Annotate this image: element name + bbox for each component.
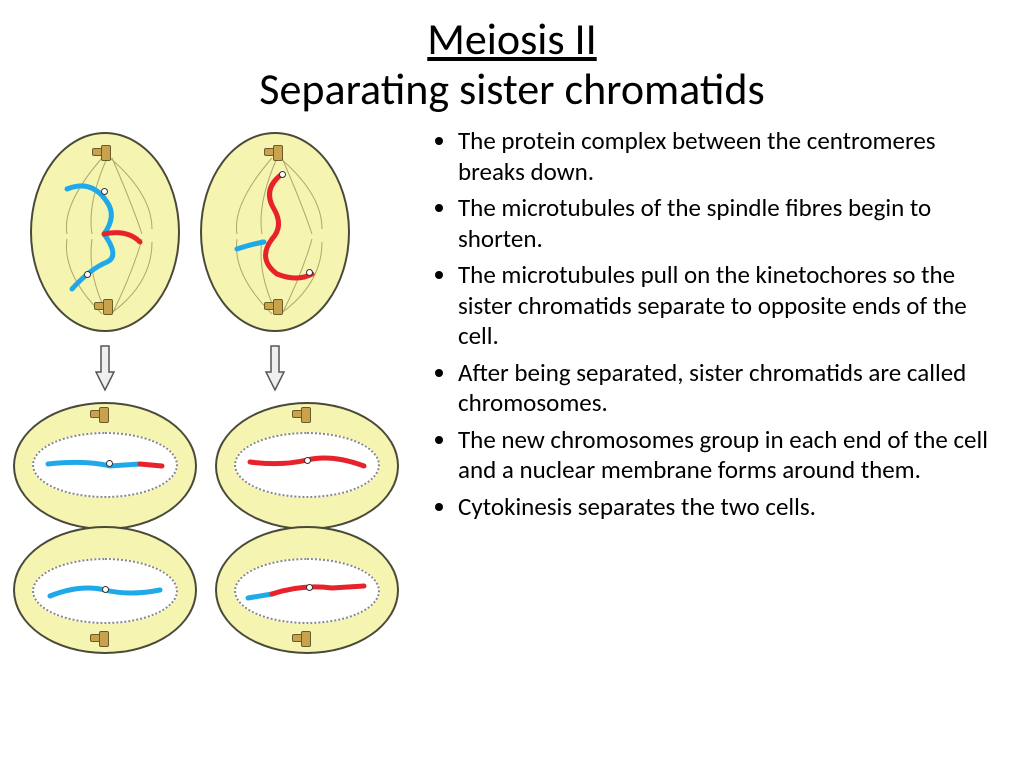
kinetochore-icon bbox=[101, 188, 108, 195]
bullet-item: The protein complex between the centrome… bbox=[458, 126, 994, 187]
kinetochore-icon bbox=[306, 269, 313, 276]
arrow-down-icon bbox=[265, 344, 285, 392]
kinetochore-icon bbox=[106, 460, 113, 467]
chromosomes-blue bbox=[10, 404, 200, 654]
chromosomes-red bbox=[212, 404, 402, 654]
cell-anaphase-left bbox=[30, 132, 180, 332]
slide: Meiosis II Separating sister chromatids bbox=[0, 0, 1024, 768]
kinetochore-icon bbox=[306, 584, 313, 591]
bullet-item: Cytokinesis separates the two cells. bbox=[458, 492, 994, 523]
bullet-item: The new chromosomes group in each end of… bbox=[458, 425, 994, 486]
cell-anaphase-right bbox=[200, 132, 350, 332]
cell-telophase-left bbox=[10, 404, 200, 654]
kinetochore-icon bbox=[304, 457, 311, 464]
bullet-list: The protein complex between the centrome… bbox=[430, 126, 994, 522]
bullet-item: The microtubules of the spindle fibres b… bbox=[458, 193, 994, 254]
title-sub: Separating sister chromatids bbox=[0, 62, 1024, 116]
chromatids-blue bbox=[32, 134, 182, 334]
bullet-item: The microtubules pull on the kinetochore… bbox=[458, 260, 994, 352]
bullet-item: After being separated, sister chromatids… bbox=[458, 358, 994, 419]
kinetochore-icon bbox=[279, 171, 286, 178]
text-column: The protein complex between the centrome… bbox=[420, 126, 1024, 726]
chromatids-red bbox=[202, 134, 352, 334]
diagram-column bbox=[0, 126, 420, 726]
kinetochore-icon bbox=[102, 586, 109, 593]
arrow-down-icon bbox=[95, 344, 115, 392]
title-main: Meiosis II bbox=[0, 12, 1024, 66]
kinetochore-icon bbox=[84, 271, 91, 278]
title-block: Meiosis II Separating sister chromatids bbox=[0, 0, 1024, 116]
content-row: The protein complex between the centrome… bbox=[0, 126, 1024, 726]
cell-telophase-right bbox=[212, 404, 402, 654]
